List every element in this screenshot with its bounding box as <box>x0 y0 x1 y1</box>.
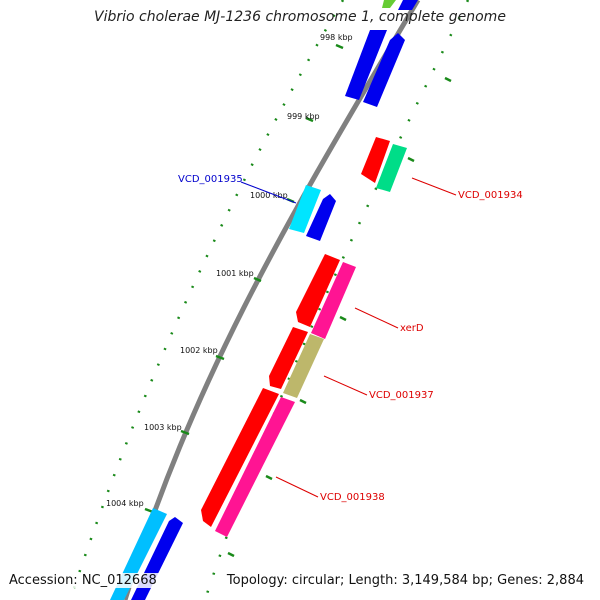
tick-labels: 998 kbp 999 kbp 1000 kbp 1001 kbp 1002 k… <box>106 33 353 508</box>
tick-label: 1004 kbp <box>106 499 144 508</box>
gene-arrow-cyan <box>289 185 321 233</box>
accession-text: Accession: NC_012668 <box>7 573 159 588</box>
gene-label-vcd-001938: VCD_001938 <box>320 492 385 503</box>
gene-arrow-pink <box>215 397 295 537</box>
gene-label-vcd-001934: VCD_001934 <box>458 190 523 201</box>
tick-label: 1003 kbp <box>144 423 182 432</box>
gene-label-vcd-001935: VCD_001935 <box>178 174 243 185</box>
gene-arrow-red <box>269 327 308 389</box>
gene-arrow-olive <box>283 334 324 398</box>
gene-arrow-blue-partial <box>398 0 418 10</box>
tick-label: 999 kbp <box>287 112 320 121</box>
gene-label-xerd: xerD <box>400 323 424 334</box>
gene-label-vcd-001937: VCD_001937 <box>369 390 434 401</box>
gene-arrow-blue <box>345 30 387 100</box>
map-title: Vibrio cholerae MJ-1236 chromosome 1, co… <box>94 9 506 25</box>
tick-label: 1000 kbp <box>250 191 288 200</box>
gene-arrow-red <box>361 137 390 183</box>
gene-labels: VCD_001935 VCD_001934 xerD VCD_001937 VC… <box>178 174 523 503</box>
gene-arrow-blue <box>363 33 405 107</box>
gene-arrow-green-partial <box>382 0 396 8</box>
tick-label: 1001 kbp <box>216 269 254 278</box>
gene-arrow-blue <box>306 194 336 241</box>
gene-arrow-red <box>201 388 279 527</box>
tick-label: 1002 kbp <box>180 346 218 355</box>
gene-features <box>110 0 418 600</box>
tick-marks <box>144 43 452 558</box>
genome-summary-text: Topology: circular; Length: 3,149,584 bp… <box>224 573 586 588</box>
label-leaders <box>240 177 457 498</box>
gene-arrow-pink <box>311 262 356 339</box>
tick-label: 998 kbp <box>320 33 353 42</box>
gene-arrow-red <box>296 254 340 327</box>
genome-backbone <box>122 0 421 600</box>
gene-arrow-green <box>376 144 407 192</box>
